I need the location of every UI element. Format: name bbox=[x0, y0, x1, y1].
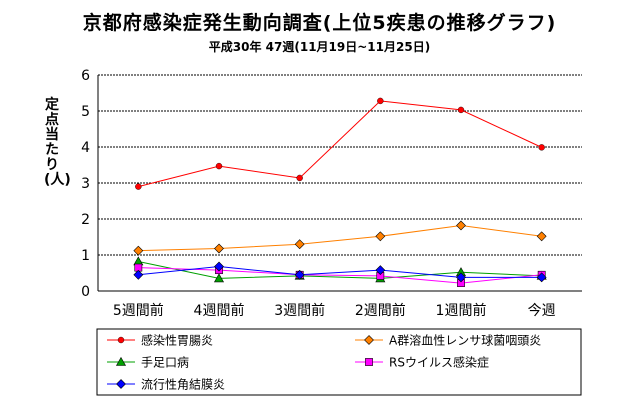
data-point bbox=[377, 97, 384, 105]
data-point bbox=[214, 261, 224, 272]
series-4 bbox=[134, 263, 546, 287]
legend-label: RSウイルス感染症 bbox=[389, 355, 489, 370]
legend-item: 感染性胃腸炎 bbox=[107, 333, 213, 348]
legend-item: A群溶血性レンサ球菌咽頭炎 bbox=[355, 333, 541, 348]
y-tick-label: 2 bbox=[81, 212, 90, 228]
data-point bbox=[215, 162, 223, 170]
series-5 bbox=[133, 261, 547, 283]
legend-box bbox=[96, 328, 582, 396]
legend-marker bbox=[117, 336, 125, 344]
data-point bbox=[457, 106, 465, 114]
y-tick-label: 1 bbox=[81, 248, 90, 264]
chart-subtitle: 平成30年 47週(11月19日~11月25日) bbox=[208, 40, 431, 54]
legend-marker bbox=[365, 358, 373, 366]
x-tick-label: 3週間前 bbox=[274, 302, 325, 319]
y-tick-label: 5 bbox=[81, 104, 90, 120]
data-point bbox=[213, 273, 225, 283]
data-point bbox=[456, 220, 466, 231]
data-point bbox=[456, 272, 466, 283]
y-tick-label: 3 bbox=[81, 176, 90, 192]
y-tick-label: 0 bbox=[81, 284, 90, 300]
x-tick-label: 今週 bbox=[528, 303, 556, 319]
data-point bbox=[133, 245, 144, 256]
legend-label: 手足口病 bbox=[141, 355, 189, 370]
data-point bbox=[214, 243, 224, 254]
data-point bbox=[294, 239, 305, 250]
data-point bbox=[536, 231, 547, 242]
legend-label: 感染性胃腸炎 bbox=[141, 333, 213, 348]
data-point bbox=[135, 183, 142, 190]
data-point bbox=[296, 174, 303, 182]
series-2 bbox=[133, 220, 547, 256]
legend-marker bbox=[364, 335, 374, 345]
y-tick-label: 4 bbox=[81, 140, 90, 156]
series-line bbox=[138, 100, 542, 188]
x-tick-label: 5週間前 bbox=[113, 302, 164, 319]
y-tick-label: 6 bbox=[81, 68, 90, 84]
data-point bbox=[375, 265, 386, 276]
legend-item: 流行性角結膜炎 bbox=[107, 378, 225, 392]
data-point bbox=[375, 231, 386, 242]
data-point bbox=[536, 272, 547, 283]
legend-marker bbox=[115, 356, 127, 366]
x-tick-label: 4週間前 bbox=[194, 302, 245, 319]
series-1 bbox=[135, 97, 545, 190]
legend-item: 手足口病 bbox=[107, 355, 189, 370]
x-tick-label: 2週間前 bbox=[355, 302, 406, 319]
series-line bbox=[138, 267, 542, 284]
chart-title: 京都府感染症発生動向調査(上位5疾患の推移グラフ) bbox=[82, 12, 557, 34]
series-line bbox=[138, 260, 542, 279]
series-line bbox=[138, 224, 542, 252]
series-line bbox=[138, 266, 542, 278]
data-point bbox=[538, 144, 545, 151]
legend-marker bbox=[116, 379, 126, 389]
data-point bbox=[133, 269, 144, 280]
legend-label: 流行性角結膜炎 bbox=[141, 378, 225, 392]
legend-label: A群溶血性レンサ球菌咽頭炎 bbox=[389, 333, 541, 348]
data-point bbox=[294, 269, 305, 280]
x-tick-label: 1週間前 bbox=[436, 302, 487, 319]
legend-item: RSウイルス感染症 bbox=[355, 355, 489, 370]
